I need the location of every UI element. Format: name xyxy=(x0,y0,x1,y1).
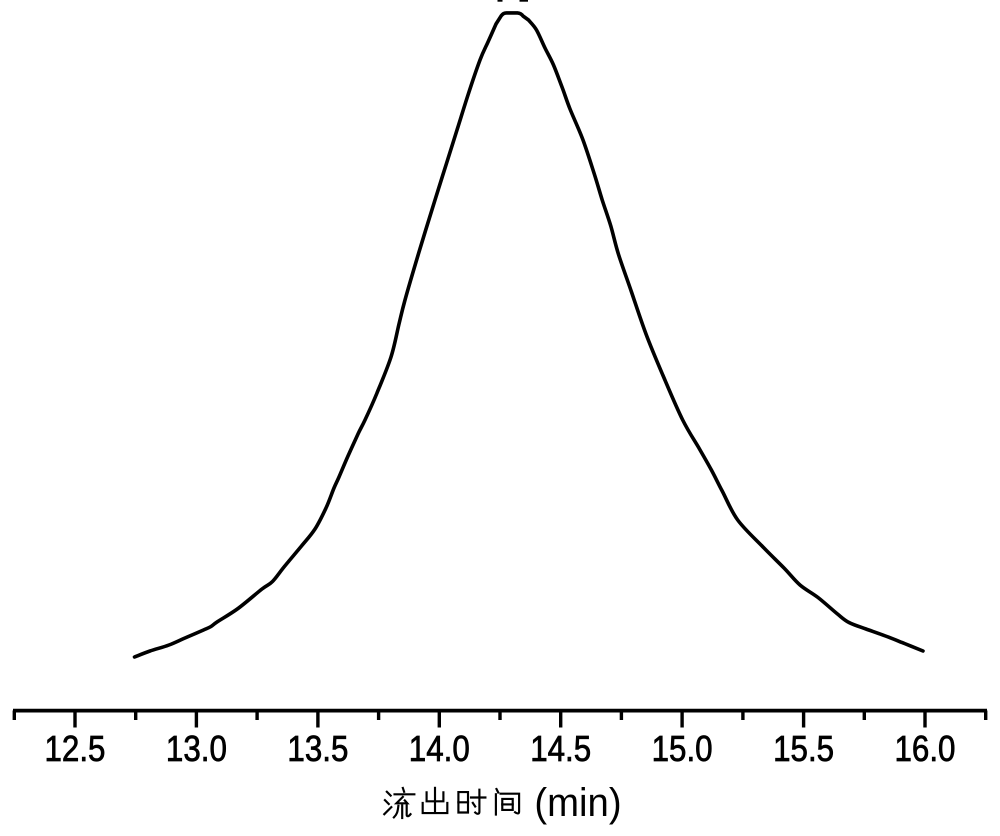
svg-text:14.0: 14.0 xyxy=(409,728,470,769)
svg-text:13.0: 13.0 xyxy=(166,728,227,769)
svg-text:(min): (min) xyxy=(534,780,621,825)
svg-text:13.5: 13.5 xyxy=(287,728,348,769)
svg-text:16.0: 16.0 xyxy=(895,728,956,769)
svg-text:15.0: 15.0 xyxy=(652,728,713,769)
svg-text:12.5: 12.5 xyxy=(45,728,106,769)
svg-text:14.5: 14.5 xyxy=(530,728,591,769)
svg-text:15.5: 15.5 xyxy=(773,728,834,769)
